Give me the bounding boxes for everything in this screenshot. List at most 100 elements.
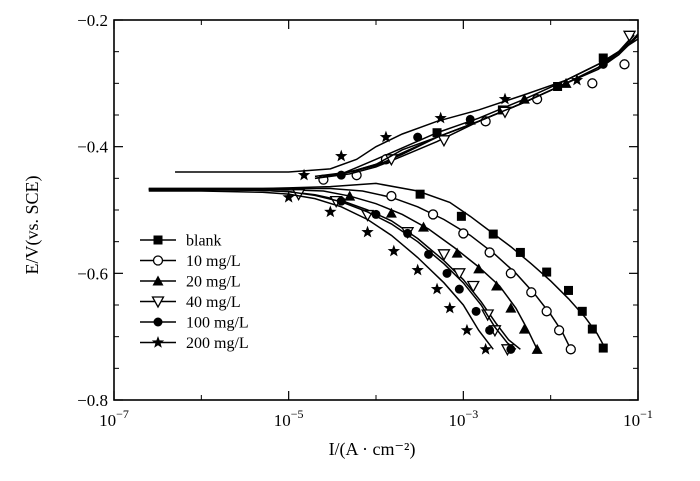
data-point [418,221,430,232]
data-point [506,344,516,354]
series-layer [148,30,639,357]
series-200-mg-l [148,38,639,355]
legend-marker [153,317,163,327]
data-point [361,225,374,238]
data-point [403,228,413,238]
legend-marker [152,275,164,286]
data-point [413,132,423,142]
series-line-cathodic [148,190,494,350]
x-tick-label: 10−7 [99,407,129,430]
data-point [451,247,463,258]
legend: blank 10 mg/L 20 mg/L 40 mg/L 100 mg/L 200 mg… [140,233,249,352]
data-point [386,190,397,202]
x-axis-title: I/(A · cm⁻²) [329,439,416,460]
data-point [336,196,346,206]
data-point [473,263,485,274]
x-tick-label: 10−1 [623,407,653,430]
legend-label: 200 mg/L [186,335,249,352]
axes: 10−7 10−5 10−3 10−1 −0.8 −0.6 −0.4 −0.2 [77,11,653,430]
data-point [488,229,498,239]
data-point [424,249,434,259]
legend-entry: 40 mg/L [140,294,241,311]
y-axis-title: E/V(vs. SCE) [22,175,43,274]
data-point [371,209,381,219]
data-point [570,73,584,86]
y-tick-label: −0.2 [77,11,108,30]
data-point [437,249,451,262]
data-point [577,306,587,316]
data-point [541,306,552,317]
data-point [427,209,439,220]
data-point [443,301,456,314]
data-point [297,168,311,181]
data-point [385,207,397,218]
data-point [415,189,425,199]
y-tick-label: −0.8 [77,391,108,410]
data-point [454,284,464,294]
data-point [553,325,565,336]
data-point [335,149,348,162]
data-point [471,306,481,316]
data-point [336,170,346,180]
legend-marker [152,255,164,266]
legend-marker [151,296,165,309]
data-point [587,78,598,89]
series-line-anodic [314,34,635,180]
data-point [379,130,393,143]
data-point [324,205,337,218]
x-tick-label: 10−5 [274,407,304,430]
data-point [565,344,576,355]
data-point [505,268,516,279]
data-point [466,280,480,293]
y-tick-label: −0.6 [77,264,108,283]
legend-entry: 20 mg/L [140,274,241,291]
legend-marker [153,235,163,245]
legend-entry: 10 mg/L [140,253,241,270]
data-point [498,92,512,105]
data-point [531,343,543,354]
series-line-cathodic [148,188,538,350]
y-tick-label: −0.4 [77,138,108,157]
legend-entry: 100 mg/L [140,315,249,332]
data-point [387,244,401,257]
data-point [505,302,517,313]
legend-label: 20 mg/L [186,274,241,291]
data-point [526,287,537,298]
legend-label: blank [186,233,222,250]
data-point [518,323,530,334]
legend-marker [151,336,165,348]
legend-entry: 200 mg/L [140,335,249,352]
series-line-cathodic [148,188,517,350]
data-point [542,267,552,277]
data-point [587,324,597,334]
data-point [452,268,466,281]
data-point [344,190,356,201]
data-point [437,135,451,148]
data-point [430,282,444,295]
data-point [563,285,573,295]
data-point [598,53,608,63]
legend-entry: blank [140,233,222,250]
data-point [456,211,466,221]
data-point [442,268,452,278]
series-line-anodic [330,35,639,177]
series-line-anodic [340,35,639,175]
legend-label: 100 mg/L [186,315,249,332]
data-point [491,280,503,291]
legend-label: 40 mg/L [186,294,241,311]
data-point [434,111,447,124]
data-point [619,59,630,70]
series-line-anodic [314,34,635,180]
data-point [432,128,442,138]
x-tick-label: 10−3 [448,407,478,430]
legend-label: 10 mg/L [186,253,241,270]
data-point [479,342,492,355]
data-point [484,247,495,258]
data-point [460,323,474,336]
data-point [282,190,295,203]
series-100-mg-l [148,34,635,354]
data-point [485,325,495,335]
data-point [458,228,469,239]
series-line-anodic [175,38,639,173]
